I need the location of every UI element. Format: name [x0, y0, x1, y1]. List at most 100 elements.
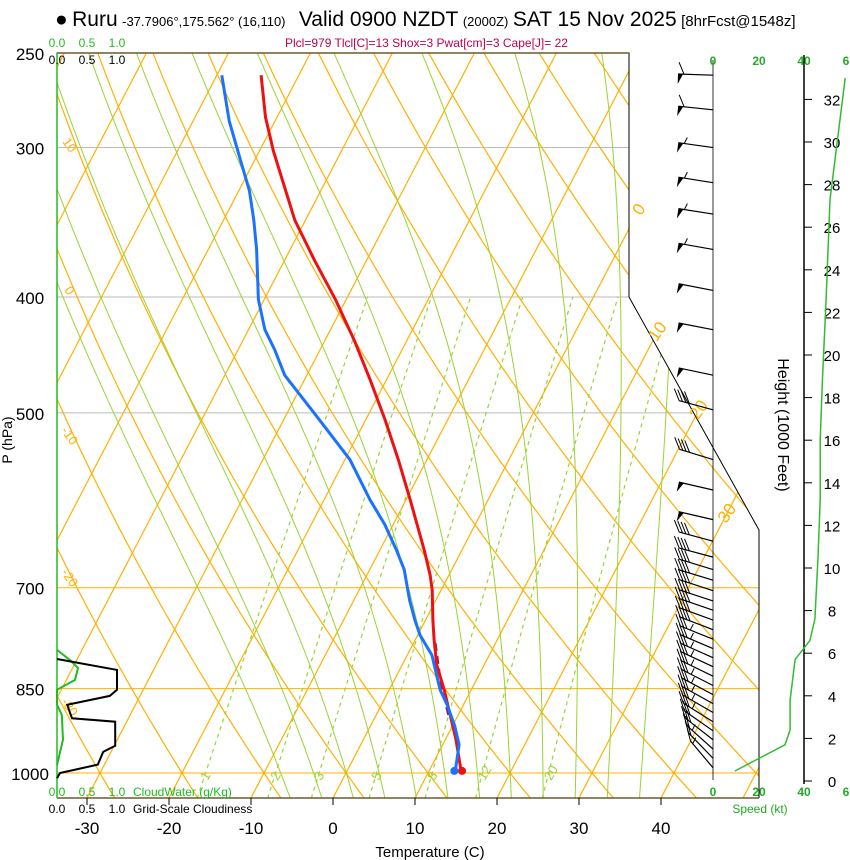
pressure-tick-label: 1000: [11, 765, 49, 784]
wind-barb-full: [685, 702, 691, 715]
wind-barb-full: [684, 599, 691, 612]
wind-barb-full: [677, 548, 684, 561]
wind-barb-shaft: [681, 677, 714, 696]
wind-barb: [676, 657, 714, 687]
wind-barb-full: [677, 568, 684, 582]
wind-barb: [674, 577, 714, 602]
wind-barb: [676, 171, 714, 188]
wind-barb-full: [680, 537, 687, 551]
wind-barb-half: [689, 623, 694, 631]
pressure-tick-label: 300: [16, 140, 44, 159]
dry-adiabat-line: [361, 53, 759, 798]
temp-tick-label: -20: [157, 819, 182, 838]
wind-pennant: [676, 482, 684, 492]
wind-barb-shaft: [688, 732, 714, 759]
wind-barb: [673, 388, 714, 411]
cloudiness-scale-tick-top: 0.5: [79, 53, 96, 67]
wind-barb-half: [690, 668, 695, 675]
wind-barb-shaft: [678, 481, 714, 491]
mixing-ratio-label: 12: [474, 763, 494, 783]
pressure-tick-label: 700: [16, 580, 44, 599]
wind-barb-full: [681, 569, 687, 583]
moist-adiabat-line: [57, 53, 300, 798]
wind-barb-full: [680, 684, 687, 697]
dry-adiabat-line: [57, 53, 130, 798]
cloudwater-scale-tick-top: 1.0: [109, 36, 126, 50]
wind-barb-full: [684, 694, 690, 708]
height-tick-label: 2: [828, 731, 836, 748]
wind-barb-full: [679, 641, 685, 654]
isotherm-line: [647, 53, 759, 798]
mixing-ratio-label: 5: [368, 769, 385, 783]
wind-barb: [676, 367, 714, 378]
wind-barb-full: [678, 597, 684, 610]
height-tick-label: 20: [824, 348, 841, 365]
wind-barb-half: [690, 676, 695, 684]
wind-barb-full: [684, 590, 691, 603]
wind-barb-full: [678, 61, 685, 75]
wind-barb-half: [691, 702, 696, 709]
wind-barb-half: [692, 737, 697, 744]
wind-barb-full: [680, 559, 687, 573]
speed-label: Speed (kt): [732, 802, 787, 816]
wind-barb-full: [677, 536, 684, 550]
wind-barb-full: [675, 605, 681, 618]
wind-barb: [673, 519, 714, 542]
wind-barb-half: [690, 650, 695, 657]
surface-temperature-dot: [458, 766, 467, 775]
wind-barb-half: [690, 641, 695, 648]
isotherm-line: [57, 53, 372, 798]
wind-barb-full: [680, 667, 686, 681]
isotherm-line: [57, 53, 208, 798]
wind-barb-full: [673, 519, 680, 533]
wind-barb-full: [680, 659, 686, 672]
mixing-ratio-line: [541, 296, 678, 798]
wind-barb-full: [684, 570, 691, 584]
wind-barb-full: [682, 634, 688, 647]
isotherm-line: [73, 53, 536, 798]
wind-barb-full: [679, 650, 686, 663]
wind-barb: [681, 706, 714, 741]
mixing-ratio-line: [310, 296, 472, 798]
cloudiness-scale-tick-bottom: 0.5: [79, 802, 96, 816]
speed-tick-top: 20: [752, 54, 766, 68]
mixing-ratio-label: 1: [197, 769, 214, 783]
wind-barb-shaft: [678, 322, 714, 331]
speed-tick-top: 0: [710, 54, 717, 68]
wind-barb-shaft: [680, 642, 714, 659]
speed-tick-bottom: 20: [752, 785, 766, 799]
moist-adiabat-line: [57, 53, 361, 798]
isotherm-label: 10: [644, 318, 670, 344]
wind-pennant: [676, 142, 684, 153]
cloudwater-scale-tick-bottom: 0.0: [49, 785, 66, 799]
wind-pennant: [676, 208, 684, 219]
wind-barb-full: [678, 587, 684, 601]
dry-adiabat-line: [57, 53, 299, 798]
mixing-ratio-line: [196, 296, 369, 798]
mixing-ratio-line: [267, 296, 432, 798]
wind-barb-shaft: [679, 448, 714, 461]
wind-barb-shaft: [679, 531, 714, 542]
cloudiness-scale-tick-top: 0.0: [49, 53, 66, 67]
cloudwater-label: CloudWater (g/Kg): [133, 785, 232, 799]
wind-barb: [676, 322, 714, 333]
forecast-info: [8hrFcst@1548z]: [681, 13, 796, 30]
wind-barb-shaft: [690, 740, 714, 769]
wind-barb-full: [677, 666, 683, 679]
wind-barb-half: [691, 685, 696, 692]
wind-barb-shaft: [678, 208, 714, 215]
wind-barb: [676, 639, 714, 668]
wind-barb-shaft: [678, 242, 714, 251]
wind-barb-full: [687, 723, 692, 736]
moist-adiabat-line: [57, 53, 330, 798]
wind-barb: [676, 511, 714, 522]
wind-barb-full: [683, 708, 689, 721]
cloudiness-line: [56, 658, 118, 779]
isotherm-line: [155, 53, 618, 798]
wind-barb-shaft: [681, 651, 714, 668]
wind-barb-full: [683, 686, 690, 699]
wind-barb-shaft: [680, 625, 714, 640]
wind-barb: [676, 648, 714, 677]
isotherm-line: [237, 53, 700, 798]
wind-barb-full: [683, 669, 689, 682]
